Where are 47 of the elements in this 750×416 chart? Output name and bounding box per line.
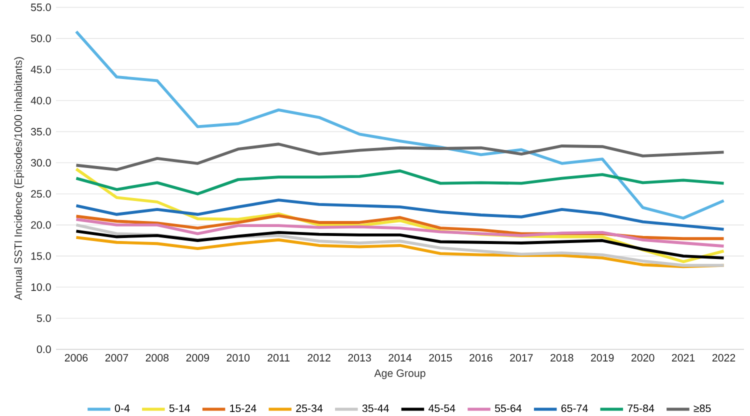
x-tick-label: 2011 bbox=[268, 354, 290, 362]
y-tick-label: 5.0 bbox=[36, 314, 51, 322]
legend-label: 0-4 bbox=[114, 404, 130, 412]
x-tick-label: 2022 bbox=[712, 354, 736, 362]
y-tick-label: 10.0 bbox=[31, 283, 51, 291]
line-series bbox=[74, 30, 726, 220]
y-tick-label: 20.0 bbox=[31, 221, 51, 229]
y-tick-label: 55.0 bbox=[30, 4, 51, 12]
legend-label: 5-14 bbox=[169, 404, 190, 412]
x-tick-label: 2020 bbox=[632, 354, 654, 362]
x-tick-label: 2009 bbox=[186, 354, 209, 362]
x-tick-label: 2016 bbox=[470, 354, 492, 362]
x-tick-label: 2008 bbox=[146, 354, 169, 362]
y-tick-label: 35.0 bbox=[30, 128, 51, 136]
legend-label: 25-34 bbox=[296, 404, 323, 412]
x-tick-label: 2012 bbox=[308, 354, 330, 362]
y-axis-title: Annual SSTI Incidence (Episodes/1000 inhabitants) bbox=[14, 57, 24, 300]
y-tick-label: 0.0 bbox=[36, 346, 51, 354]
line-series bbox=[74, 218, 726, 248]
x-tick-label: 2017 bbox=[510, 354, 533, 362]
legend-label: ≥85 bbox=[694, 404, 711, 412]
x-tick-label: 2015 bbox=[429, 354, 452, 362]
y-tick-label: 40.0 bbox=[30, 96, 51, 104]
x-tick-label: 2019 bbox=[591, 354, 614, 362]
legend-label: 45-54 bbox=[428, 404, 456, 412]
y-tick-label: 50.0 bbox=[30, 34, 51, 42]
x-tick-label: 2010 bbox=[226, 354, 250, 362]
line-series bbox=[74, 142, 726, 172]
x-tick-label: 2014 bbox=[388, 354, 412, 362]
x-tick-label: 2013 bbox=[348, 354, 371, 362]
legend-label: 35-44 bbox=[362, 404, 389, 412]
line-series bbox=[74, 230, 726, 260]
x-axis-title: Age Group bbox=[374, 369, 426, 380]
legend-label: 65-74 bbox=[561, 404, 588, 412]
legend-label: 55-64 bbox=[494, 404, 522, 412]
x-tick-label: 2007 bbox=[105, 354, 128, 362]
line-series bbox=[74, 169, 726, 196]
legend-label: 15-24 bbox=[230, 404, 256, 412]
legend-label: 75-84 bbox=[628, 404, 654, 412]
line-series bbox=[74, 198, 726, 231]
y-tick-label: 15.0 bbox=[31, 252, 51, 260]
y-tick-label: 30.0 bbox=[30, 159, 51, 167]
x-tick-label: 2006 bbox=[64, 354, 88, 362]
y-tick-label: 25.0 bbox=[31, 190, 51, 198]
x-tick-label: 2018 bbox=[550, 354, 574, 362]
y-tick-label: 45.0 bbox=[30, 66, 51, 74]
x-tick-label: 2021 bbox=[672, 354, 695, 362]
